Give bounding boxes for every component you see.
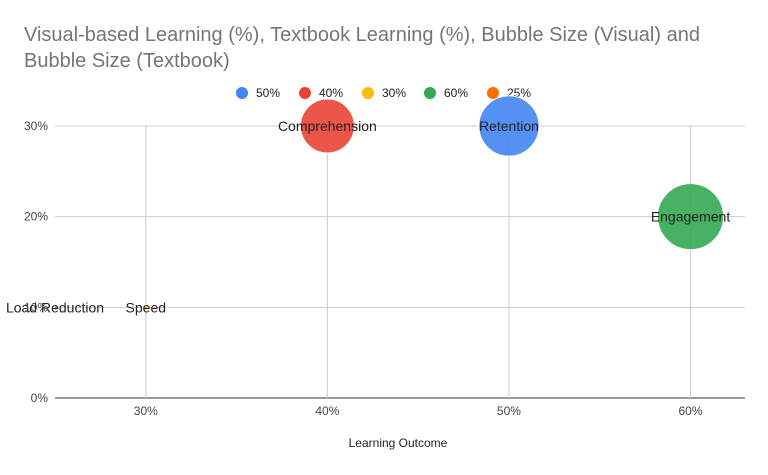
y-tick-label: 0% <box>31 391 49 405</box>
y-tick-label: 30% <box>24 119 48 133</box>
y-tick-label: 20% <box>24 210 48 224</box>
bubble-labels: Retention Comprehension Speed Engagement Loa… <box>6 118 730 315</box>
y-tick-label: 10% <box>24 300 48 314</box>
x-tick-label: 40% <box>315 404 339 418</box>
x-axis-title: Learning Outcome <box>349 436 448 450</box>
bubble-retention[interactable] <box>478 95 540 157</box>
legend: 50% 40% 30% 60% 25% <box>0 86 768 106</box>
legend-dot-50 <box>236 87 248 99</box>
bubble-label-speed: Speed <box>126 299 166 315</box>
legend-item-50[interactable]: 50% <box>236 86 280 100</box>
bubble-load-reduction[interactable] <box>52 303 59 311</box>
legend-label-50: 50% <box>256 86 281 100</box>
legend-item-30[interactable]: 30% <box>362 86 406 100</box>
bubble-label-comprehension: Comprehension <box>278 118 377 134</box>
bubble-engagement[interactable] <box>657 183 725 251</box>
bubbles <box>52 95 725 311</box>
legend-item-40[interactable]: 40% <box>299 86 343 100</box>
bubble-label-engagement: Engagement <box>651 209 731 225</box>
legend-dot-30 <box>362 87 374 99</box>
legend-dot-60 <box>424 87 436 99</box>
bubble-speed[interactable] <box>142 303 150 311</box>
legend-item-60[interactable]: 60% <box>424 86 468 100</box>
axis-ticks: 0% 10% 20% 30% 30% 40% 50% 60% <box>24 119 703 418</box>
x-tick-label: 30% <box>134 404 158 418</box>
legend-label-30: 30% <box>382 86 407 100</box>
legend-label-40: 40% <box>319 86 344 100</box>
bubble-label-retention: Retention <box>479 118 539 134</box>
x-tick-label: 60% <box>679 404 703 418</box>
chart-title: Visual-based Learning (%), Textbook Lear… <box>24 24 700 72</box>
bubble-comprehension[interactable] <box>299 98 355 154</box>
legend-dot-40 <box>299 87 311 99</box>
legend-label-60: 60% <box>444 86 469 100</box>
bubble-label-load-reduction: Load Reduction <box>6 299 104 315</box>
gridlines <box>55 125 745 399</box>
legend-dot-25 <box>487 87 499 99</box>
x-tick-label: 50% <box>497 404 521 418</box>
